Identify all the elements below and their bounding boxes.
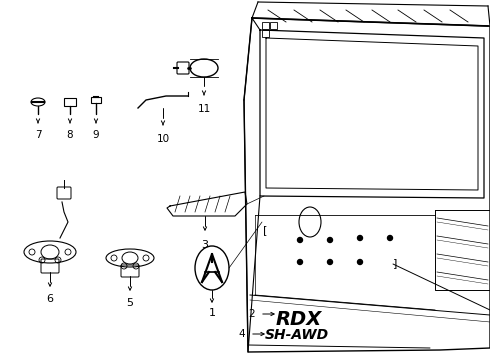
Text: ]: ] xyxy=(393,258,397,268)
Text: [: [ xyxy=(263,225,268,235)
Bar xyxy=(262,22,269,29)
Circle shape xyxy=(297,238,302,243)
Text: 6: 6 xyxy=(47,294,53,304)
Text: 7: 7 xyxy=(35,130,41,140)
Bar xyxy=(262,30,269,37)
Text: 1: 1 xyxy=(209,308,216,318)
Circle shape xyxy=(327,238,333,243)
Circle shape xyxy=(327,260,333,265)
Text: SH-AWD: SH-AWD xyxy=(265,328,329,342)
Circle shape xyxy=(297,260,302,265)
Text: RDX: RDX xyxy=(276,310,322,329)
Text: 4: 4 xyxy=(238,329,245,339)
Text: 3: 3 xyxy=(201,240,209,250)
Bar xyxy=(91,97,101,103)
Circle shape xyxy=(358,260,363,265)
Text: 9: 9 xyxy=(93,130,99,140)
Bar xyxy=(270,22,277,29)
Text: 2: 2 xyxy=(248,309,255,319)
Text: 11: 11 xyxy=(197,104,211,114)
Text: 5: 5 xyxy=(126,298,133,308)
Bar xyxy=(64,98,76,106)
Text: 8: 8 xyxy=(67,130,74,140)
Circle shape xyxy=(358,235,363,240)
Text: 10: 10 xyxy=(156,134,170,144)
Circle shape xyxy=(388,235,392,240)
